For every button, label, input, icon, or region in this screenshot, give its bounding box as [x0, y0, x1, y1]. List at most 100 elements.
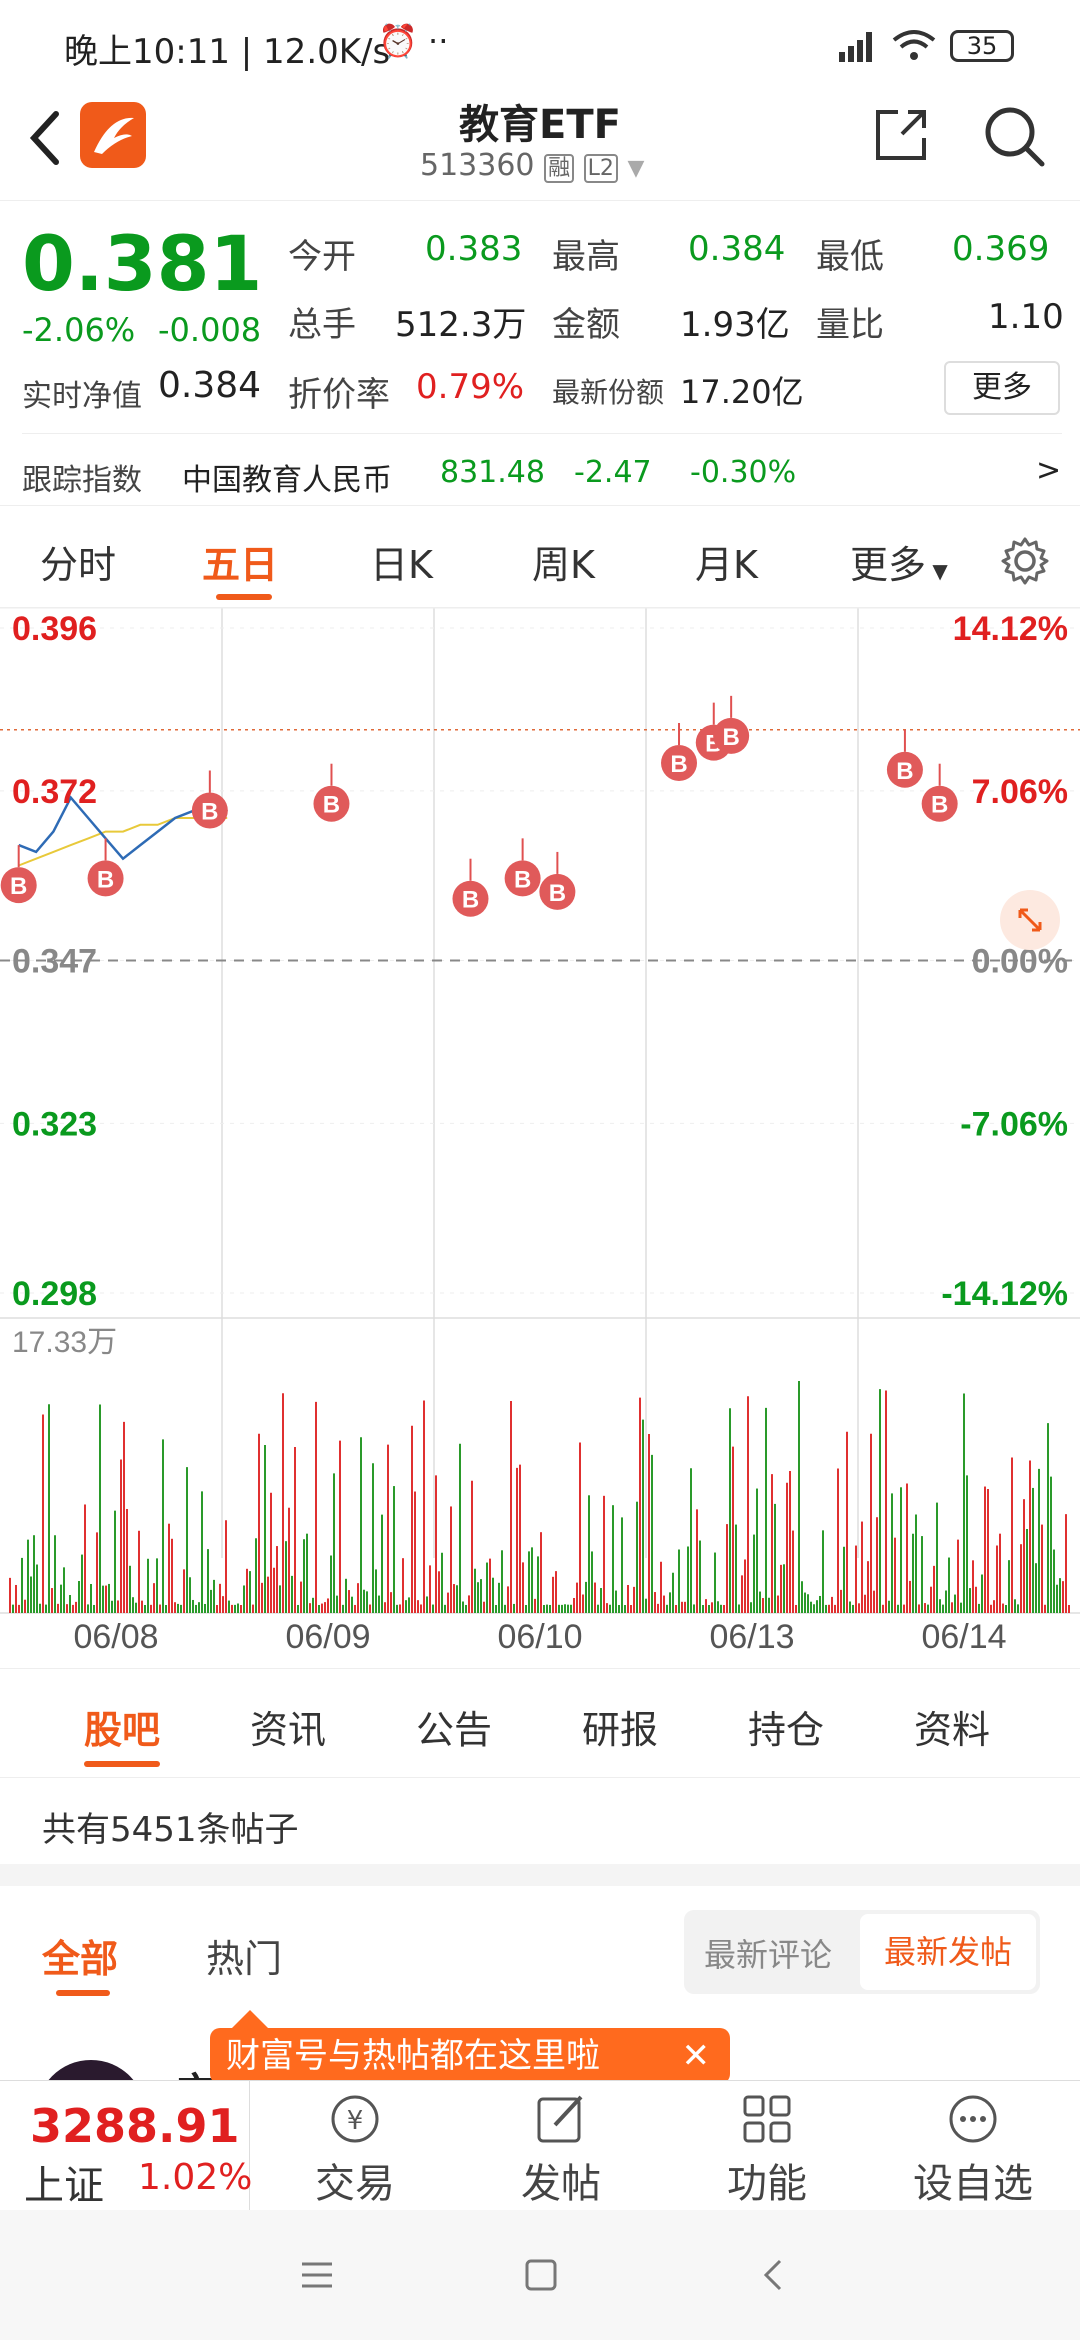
trade-button[interactable]: ¥ 交易: [290, 2091, 420, 2209]
post-label: 发帖: [521, 2161, 601, 2207]
tab-weekly-k[interactable]: 周K: [532, 543, 595, 587]
ratio-label: 量比: [816, 305, 884, 345]
home-icon[interactable]: [524, 2258, 558, 2292]
tooltip: 财富号与热帖都在这里啦 ✕: [210, 2028, 730, 2084]
volume-label: 总手: [288, 305, 356, 345]
buy-marker-label: B: [549, 880, 566, 907]
y-tick-label: 0.347: [12, 943, 97, 981]
status-bar: 晚上10:11 | 12.0K/s ⏰ ·· 35: [0, 0, 1080, 96]
y-right-tick-label: 7.06%: [972, 773, 1068, 811]
buy-marker-label: B: [722, 724, 739, 751]
ratio-value: 1.10: [988, 297, 1064, 337]
post-filter: 全部 热门 最新评论 最新发帖: [0, 1886, 1080, 2010]
battery-level: 35: [966, 32, 998, 60]
app-logo: [80, 102, 146, 168]
buy-marker-label: B: [201, 799, 218, 826]
tab-daily-k[interactable]: 日K: [370, 543, 433, 587]
change-pct: -2.06%: [22, 311, 136, 349]
function-button[interactable]: 功能: [702, 2091, 832, 2209]
tab-holdings[interactable]: 持仓: [748, 1708, 825, 1752]
expand-button[interactable]: [1000, 890, 1060, 950]
buy-marker: [661, 745, 698, 781]
battery-icon: 35: [950, 30, 1014, 62]
buy-marker: [0, 867, 37, 904]
section-indicator: [84, 1761, 160, 1767]
divider: [22, 433, 1062, 434]
track-arrow-icon[interactable]: >: [1036, 453, 1062, 488]
tab-more[interactable]: 更多 ▼: [850, 534, 948, 589]
y-tick-label: 0.396: [12, 610, 97, 648]
buy-marker-label: B: [323, 792, 340, 819]
search-icon[interactable]: [982, 104, 1048, 170]
amount-value: 1.93亿: [680, 305, 790, 345]
y-tick-label: 0.372: [12, 773, 97, 811]
tab-news[interactable]: 资讯: [250, 1708, 327, 1752]
dropdown-icon[interactable]: ▼: [627, 156, 645, 181]
buy-marker-label: B: [896, 758, 913, 785]
sort-latest-post[interactable]: 最新发帖: [860, 1914, 1036, 1990]
track-change: -2.47: [574, 455, 652, 490]
buy-marker: [452, 880, 489, 917]
tooltip-arrow: [232, 2010, 268, 2028]
signal-icon: [839, 32, 872, 62]
logo-icon: [94, 117, 134, 154]
tab-intraday[interactable]: 分时: [40, 543, 117, 587]
filter-all[interactable]: 全部: [42, 1937, 119, 1981]
edit-icon: [537, 2095, 583, 2143]
amount-label: 金额: [552, 305, 620, 345]
stock-code: 513360: [420, 148, 535, 183]
posts-count: 共有5451条帖子: [42, 1810, 299, 1850]
tab-indicator: [216, 594, 272, 600]
tab-more-label: 更多: [850, 543, 927, 587]
discount-label: 折价率: [288, 375, 390, 415]
level2-badge: L2: [583, 154, 618, 183]
high-label: 最高: [552, 237, 620, 277]
buy-marker: [921, 785, 958, 822]
sort-latest-comment[interactable]: 最新评论: [704, 1936, 833, 1974]
buy-marker-label: B: [97, 866, 114, 893]
nav-label: 实时净值: [22, 379, 142, 414]
buy-marker-label: B: [931, 792, 948, 819]
shares-label: 最新份额: [552, 376, 665, 409]
buy-marker: [87, 860, 124, 897]
index-pct: 1.02%: [138, 2157, 253, 2198]
index-ticker[interactable]: 3288.91 上证 1.02%: [0, 2081, 253, 2211]
menu-icon[interactable]: [300, 2258, 334, 2292]
y-right-tick-label: 0.00%: [972, 943, 1068, 981]
watchlist-button[interactable]: 设自选: [898, 2091, 1048, 2209]
watchlist-label: 设自选: [913, 2161, 1033, 2207]
stock-code-row: 513360 融 L2 ▼: [420, 148, 644, 183]
page-title: 教育ETF: [459, 102, 621, 148]
track-name[interactable]: 中国教育人民币: [182, 463, 392, 498]
filter-hot[interactable]: 热门: [206, 1937, 283, 1981]
five-day-chart[interactable]: B B B B B B B B B B B B 0.396 0.372 0.347 0.323 0.298 14.…: [0, 607, 1080, 1668]
close-icon[interactable]: ✕: [681, 2036, 711, 2076]
sort-toggle: 最新评论 最新发帖: [684, 1910, 1040, 1994]
expand-icon: [1018, 908, 1042, 932]
settings-icon[interactable]: [1000, 536, 1050, 586]
tab-research[interactable]: 研报: [582, 1708, 659, 1752]
buy-marker: [886, 751, 923, 788]
high-value: 0.384: [688, 229, 786, 269]
discount-value: 0.79%: [416, 367, 525, 407]
share-icon[interactable]: [872, 106, 930, 164]
section-gap: [0, 1864, 1080, 1886]
y-right-tick-label: -14.12%: [941, 1275, 1068, 1313]
tab-profile[interactable]: 资料: [914, 1708, 991, 1752]
chart-tabs: 分时 五日 日K 周K 月K 更多 ▼: [0, 508, 1080, 608]
x-tick-label: 06/09: [285, 1618, 370, 1656]
more-button[interactable]: 更多: [944, 361, 1060, 415]
buy-marker-label: B: [670, 751, 687, 778]
tab-guba[interactable]: 股吧: [84, 1708, 161, 1752]
bottom-toolbar: 3288.91 上证 1.02% ¥ 交易 发帖 功能 设自选: [0, 2080, 1080, 2211]
back-icon[interactable]: [24, 108, 64, 168]
caret-down-icon: ▼: [926, 559, 948, 583]
nav-back-icon[interactable]: [756, 2258, 790, 2292]
tab-five-day[interactable]: 五日: [202, 543, 279, 587]
tab-monthly-k[interactable]: 月K: [695, 543, 758, 587]
post-button[interactable]: 发帖: [496, 2091, 626, 2209]
tab-announcements[interactable]: 公告: [416, 1708, 493, 1752]
x-tick-label: 06/13: [709, 1618, 794, 1656]
open-value: 0.383: [425, 229, 523, 269]
